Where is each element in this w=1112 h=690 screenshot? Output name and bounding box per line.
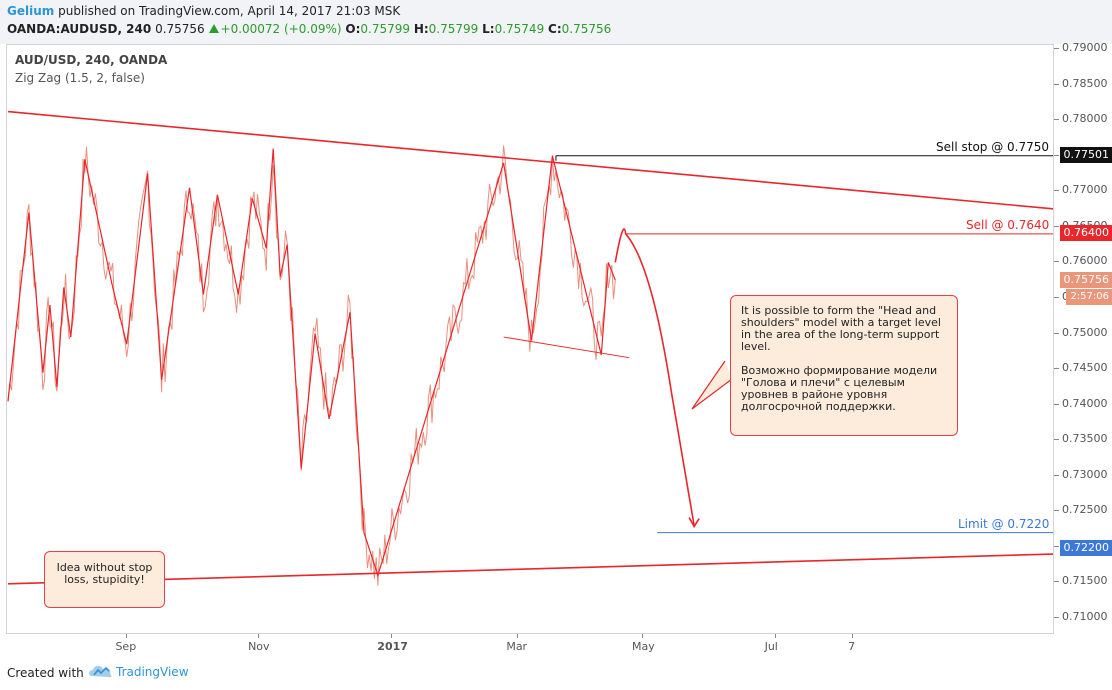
time-axis-tick-label: Nov <box>248 640 270 653</box>
price-change: +0.00072 (+0.09%) <box>220 22 342 36</box>
open-value: 0.75799 <box>360 22 410 36</box>
time-axis-tick-label: May <box>631 640 655 653</box>
time-axis-tick <box>258 634 260 638</box>
limit-label: Limit @ 0.7220 <box>958 517 1050 531</box>
time-axis-tick-label: 7 <box>848 640 856 653</box>
quote-line: OANDA:AUDUSD, 240 0.75756 +0.00072 (+0.0… <box>7 22 611 36</box>
close-value: 0.75756 <box>561 22 612 36</box>
price-axis-tick <box>1054 119 1059 121</box>
price-axis-tick <box>1054 225 1059 227</box>
price-axis-tick <box>1054 439 1059 441</box>
price-chart[interactable] <box>7 45 1054 634</box>
chart-legend-indicator[interactable]: Zig Zag (1.5, 2, false) <box>15 71 145 85</box>
low-value: 0.75749 <box>494 22 545 36</box>
countdown-tag: 2:57:06 <box>1066 289 1112 305</box>
zigzag-line <box>7 148 616 578</box>
publish-info: published on TradingView.com, April 14, … <box>58 4 401 18</box>
price-axis-tick-label: 0.76000 <box>1062 254 1108 268</box>
open-label: O: <box>345 22 361 36</box>
price-axis-tick <box>1054 48 1059 49</box>
trendline-support <box>7 553 1053 585</box>
time-axis-tick <box>774 634 776 638</box>
price-axis-tick-label: 0.79000 <box>1062 41 1108 54</box>
low-label: L: <box>482 22 495 36</box>
price-axis-tick <box>1054 474 1059 476</box>
symbol: OANDA:AUDUSD, 240 <box>7 22 152 36</box>
sell-stop-price-tag: 0.77501 <box>1059 147 1112 163</box>
price-axis-tick <box>1054 581 1059 583</box>
price-axis-tick-label: 0.78000 <box>1062 112 1108 126</box>
price-axis-tick <box>1054 617 1059 618</box>
created-with-label: Created with <box>7 666 84 680</box>
time-axis-tick-label: 2017 <box>377 640 408 653</box>
note-callout-pointer <box>691 360 733 410</box>
price-series-line <box>7 145 616 586</box>
note-left-text: Idea without stop loss, stupidity! <box>56 561 153 586</box>
up-arrow-icon <box>208 24 219 33</box>
projection-arrow-icon <box>688 517 700 529</box>
publish-line: Gelium published on TradingView.com, Apr… <box>7 4 400 18</box>
price-axis-tick-label: 0.77000 <box>1062 183 1108 197</box>
time-axis-tick-label: Mar <box>506 640 528 653</box>
time-axis-tick <box>642 634 644 638</box>
note-russian: Возможно формирование модели "Голова и п… <box>741 364 938 413</box>
price-axis-tick <box>1054 190 1059 192</box>
last-price: 0.75756 <box>155 22 205 36</box>
limit-price-tag: 0.72200 <box>1059 540 1112 556</box>
header-bar: Gelium published on TradingView.com, Apr… <box>0 0 1112 44</box>
tradingview-cloud-icon <box>89 665 112 678</box>
head-shoulders-note[interactable]: It is possible to form the "Head and sho… <box>730 295 958 436</box>
price-axis-tick <box>1054 403 1059 405</box>
note-english: It is possible to form the "Head and sho… <box>741 304 941 353</box>
sell-stop-label: Sell stop @ 0.7750 <box>936 140 1050 154</box>
last-price-tag: 0.75756 <box>1059 272 1112 288</box>
price-axis-tick <box>1054 368 1059 370</box>
close-label: C: <box>548 22 562 36</box>
price-axis-tick <box>1054 83 1059 85</box>
price-axis-tick <box>1054 296 1059 298</box>
price-axis-tick-label: 0.73500 <box>1062 432 1108 446</box>
chart-pane[interactable] <box>6 44 1054 634</box>
time-axis-tick-label: Sep <box>115 640 137 653</box>
price-axis-tick-label: 0.72500 <box>1062 503 1108 517</box>
tradingview-link[interactable]: TradingView <box>116 665 189 679</box>
price-axis-tick-label: 0.74000 <box>1062 396 1108 410</box>
author-link[interactable]: Gelium <box>7 4 55 18</box>
time-axis-tick <box>390 634 392 638</box>
projection-path <box>614 228 695 526</box>
time-axis-tick <box>125 634 127 638</box>
chart-legend-title: AUD/USD, 240, OANDA <box>15 53 168 67</box>
time-axis-tick <box>516 634 518 638</box>
price-axis-tick <box>1054 545 1059 547</box>
price-axis-tick <box>1054 332 1059 334</box>
price-axis-tick-label: 0.78500 <box>1062 76 1108 90</box>
price-axis-tick-label: 0.74500 <box>1062 361 1108 375</box>
tradingview-brand[interactable]: TradingView <box>88 664 189 679</box>
trendline-neckline <box>503 336 630 359</box>
price-axis-tick <box>1054 261 1059 263</box>
high-label: H: <box>413 22 429 36</box>
price-axis-tick-label: 0.73000 <box>1062 467 1108 481</box>
trendline-resistance <box>7 110 1053 210</box>
price-axis-tick-label: 0.71000 <box>1062 610 1108 623</box>
time-axis-tick <box>851 634 853 638</box>
time-axis-tick-label: Jul <box>764 640 778 653</box>
price-axis-tick-label: 0.71500 <box>1062 574 1108 588</box>
price-axis-tick-label: 0.75000 <box>1062 325 1108 339</box>
sell-price-tag: 0.76400 <box>1059 225 1112 241</box>
sell-label: Sell @ 0.7640 <box>966 218 1050 232</box>
high-value: 0.75799 <box>428 22 479 36</box>
footer <box>0 655 1112 690</box>
price-axis-tick <box>1054 510 1059 512</box>
stop-loss-note[interactable]: Idea without stop loss, stupidity! <box>44 551 165 608</box>
price-axis-tick <box>1054 154 1059 156</box>
